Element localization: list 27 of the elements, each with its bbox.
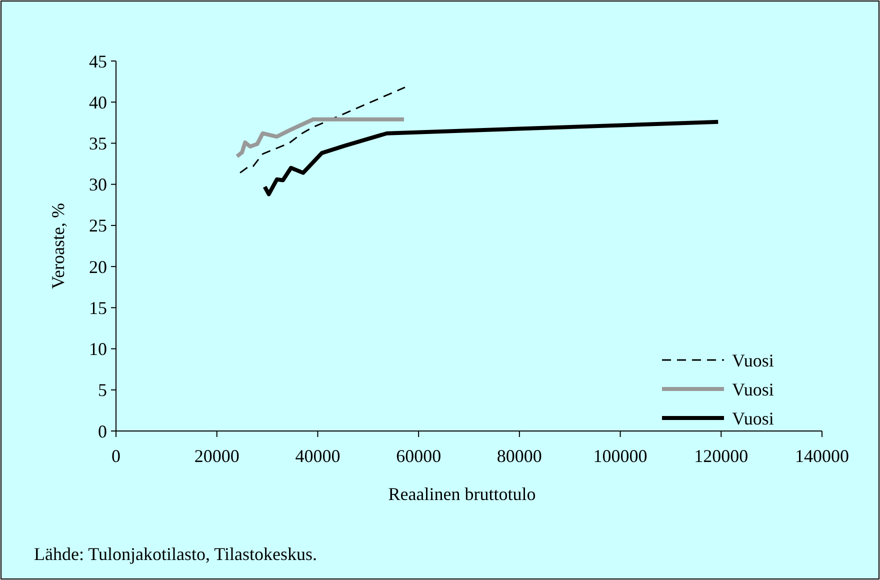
y-tick-label: 15 [89,298,107,318]
y-tick-label: 5 [98,380,107,400]
legend-label: Vuosi [732,379,774,400]
y-tick-label: 40 [89,92,107,112]
x-tick-label: 80000 [496,446,542,466]
line-series [262,120,720,196]
x-tick-label: 60000 [396,446,442,466]
legend-label: Vuosi [732,350,774,370]
x-tick-label: 100000 [593,446,648,466]
x-axis-title: Reaalinen bruttotulo [388,484,536,504]
y-tick-label: 30 [89,174,107,195]
y-tick-label: 10 [89,339,107,360]
x-tick-label: 20000 [194,446,240,466]
x-tick-label: 120000 [694,446,748,466]
x-tick-label: 140000 [795,446,849,466]
y-tick-label: 20 [89,256,107,277]
text: Lähde: Tulonjakotilasto, Tilastokeskus. [34,544,318,564]
x-tick-label: 0 [112,446,120,466]
line-series [235,117,406,158]
y-axis-title: Veroaste, % [48,203,68,289]
x-tick-label: 40000 [295,446,340,466]
y-tick-label: 25 [89,216,107,236]
y-tick-label: 45 [89,51,107,72]
legend-label: Vuosi [732,408,774,428]
line-series [239,86,406,174]
y-tick-label: 0 [98,421,107,442]
y-tick-label: 35 [89,134,107,154]
